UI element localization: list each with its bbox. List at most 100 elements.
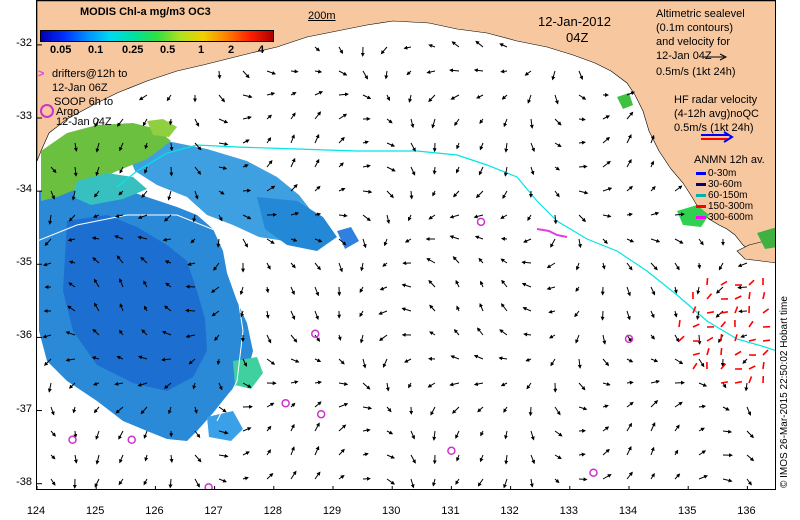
velocity-arrow (602, 213, 612, 218)
velocity-arrow (242, 94, 253, 99)
hf-radar-vector (706, 336, 714, 342)
velocity-arrow (401, 283, 412, 288)
velocity-arrow (626, 212, 633, 217)
velocity-arrow (93, 190, 100, 198)
velocity-arrow (266, 70, 277, 75)
velocity-arrow (502, 190, 508, 200)
hf-radar-vector (706, 311, 715, 314)
velocity-arrow (577, 358, 582, 369)
velocity-arrow (169, 166, 174, 177)
velocity-arrow (410, 142, 416, 152)
velocity-arrow (554, 406, 561, 416)
velocity-arrow (218, 453, 229, 458)
x-axis-tick-label: 132 (500, 505, 519, 517)
velocity-arrow (290, 92, 297, 96)
velocity-arrow (359, 286, 364, 293)
velocity-arrow (43, 358, 52, 366)
velocity-arrow (73, 454, 78, 464)
velocity-arrow (338, 475, 345, 480)
velocity-arrow (475, 40, 484, 48)
velocity-arrow (575, 262, 580, 271)
argo-float-marker (589, 468, 598, 477)
velocity-arrow (551, 70, 556, 81)
velocity-arrow (650, 334, 655, 340)
velocity-arrow (548, 309, 556, 314)
velocity-arrow (73, 166, 78, 177)
x-axis-tick-label: 134 (618, 505, 638, 517)
velocity-arrow (217, 70, 222, 80)
colorbar-tick: 4 (258, 44, 265, 56)
velocity-arrow (698, 450, 707, 456)
velocity-arrow (525, 357, 532, 362)
velocity-arrow (166, 94, 172, 102)
velocity-arrow (476, 327, 484, 336)
velocity-vector-field (42, 40, 755, 489)
velocity-arrow (554, 94, 559, 105)
velocity-arrow (650, 185, 656, 192)
velocity-arrow (218, 214, 223, 222)
argo-float-marker (68, 435, 77, 445)
velocity-arrow (116, 118, 124, 127)
altimetry-scale-arrow-icon (703, 53, 728, 61)
velocity-arrow (650, 446, 655, 456)
velocity-arrow (526, 382, 532, 390)
velocity-arrow (474, 235, 484, 240)
velocity-arrow (546, 286, 556, 291)
velocity-arrow (626, 158, 632, 168)
velocity-arrow (213, 262, 220, 271)
velocity-arrow (92, 257, 100, 264)
velocity-arrow (138, 94, 148, 101)
velocity-arrow (522, 307, 532, 312)
velocity-arrow (93, 278, 100, 288)
velocity-arrow (314, 286, 320, 297)
velocity-arrow (169, 142, 174, 152)
velocity-arrow (167, 190, 172, 201)
velocity-arrow (242, 451, 250, 456)
velocity-arrow (314, 133, 320, 144)
velocity-arrow (144, 454, 149, 462)
velocity-arrow (218, 94, 226, 103)
velocity-arrow (574, 310, 580, 318)
velocity-arrow (429, 304, 436, 312)
velocity-arrow (553, 214, 558, 225)
velocity-arrow (338, 238, 347, 246)
velocity-arrow (410, 478, 415, 489)
velocity-arrow (50, 166, 57, 174)
velocity-arrow (550, 358, 556, 367)
velocity-arrow (674, 238, 684, 244)
velocity-arrow (67, 237, 76, 242)
velocity-arrow (650, 238, 661, 243)
velocity-arrow (578, 94, 587, 100)
velocity-arrow (500, 382, 508, 387)
velocity-arrow (362, 70, 368, 80)
velocity-arrow (192, 382, 197, 390)
velocity-arrow (338, 381, 349, 386)
velocity-arrow (290, 184, 298, 192)
velocity-arrow (600, 310, 605, 321)
hf-radar-vector (678, 319, 681, 328)
velocity-arrow (118, 430, 124, 440)
velocity-arrow (718, 262, 724, 271)
velocity-arrow (473, 382, 484, 386)
velocity-arrow (140, 256, 148, 264)
velocity-arrow (697, 262, 702, 270)
y-axis-tick-label: -36 (16, 329, 32, 342)
velocity-arrow (362, 428, 371, 433)
velocity-arrow (362, 189, 373, 194)
hf-radar-vector (692, 352, 700, 356)
velocity-arrow (290, 446, 295, 456)
velocity-arrow (379, 286, 388, 291)
x-axis-tick-label: 128 (263, 505, 282, 517)
velocity-arrow (478, 257, 484, 264)
colorbar-title: MODIS Chl-a mg/m3 OC3 (80, 6, 211, 18)
velocity-arrow (218, 141, 229, 146)
velocity-arrow (554, 454, 562, 460)
hf-radar-vector (720, 310, 729, 314)
velocity-arrow (479, 303, 484, 312)
velocity-arrow (674, 185, 683, 192)
velocity-arrow (114, 235, 124, 240)
velocity-arrow (385, 382, 390, 392)
velocity-arrow (550, 238, 556, 248)
velocity-arrow (473, 68, 484, 73)
velocity-arrow (529, 118, 534, 129)
